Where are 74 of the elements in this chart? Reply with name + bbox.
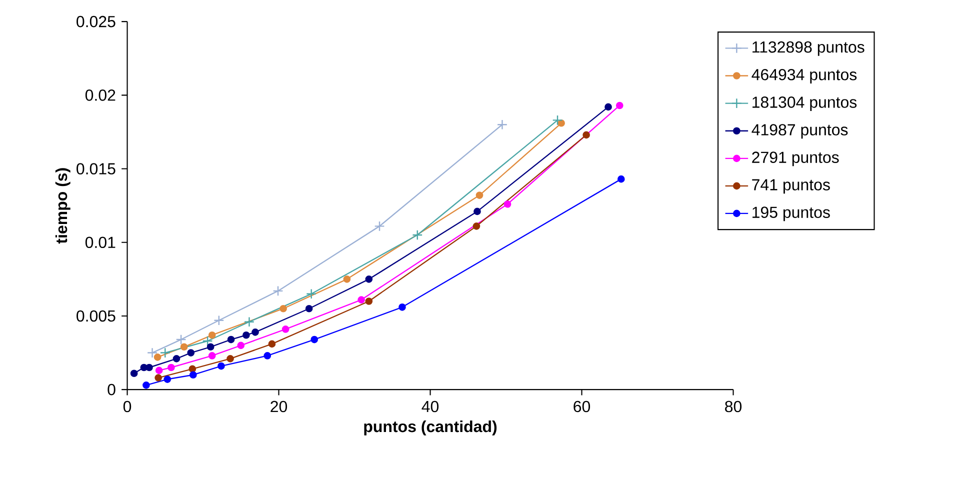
x-axis-title: puntos (cantidad): [364, 420, 497, 436]
point: [558, 119, 565, 127]
point: [226, 354, 234, 362]
point: [154, 374, 162, 382]
point: [412, 230, 423, 240]
point: [398, 303, 406, 311]
point: [208, 331, 216, 339]
point: [252, 328, 259, 336]
legend-label: 181304 puntos: [752, 96, 857, 112]
y-tick-label: 0.015: [76, 163, 116, 174]
point: [155, 366, 163, 374]
point: [305, 304, 313, 312]
point: [616, 102, 624, 110]
point: [310, 336, 318, 344]
point: [237, 342, 245, 350]
y-tick-label: 0.02: [85, 90, 116, 101]
legend-label: 1132898 puntos: [752, 41, 864, 56]
point: [282, 326, 290, 333]
point: [264, 352, 272, 360]
point: [214, 315, 224, 326]
point: [504, 200, 512, 208]
point: [218, 362, 225, 370]
point: [130, 370, 138, 378]
point: [142, 381, 150, 389]
point: [187, 349, 195, 356]
point: [272, 286, 284, 296]
point: [208, 352, 216, 360]
point: [188, 365, 196, 373]
point: [476, 192, 484, 199]
point: [206, 343, 214, 351]
y-tick-label: 0.01: [85, 236, 116, 248]
x-tick-label: 0: [123, 400, 132, 412]
x-tick-label: 20: [270, 400, 288, 412]
point: [164, 376, 172, 383]
point: [227, 336, 235, 344]
point: [242, 331, 250, 339]
x-tick-label: 40: [422, 400, 439, 412]
y-tick-label: 0.005: [76, 310, 116, 322]
point: [552, 114, 563, 126]
point: [244, 316, 254, 328]
point: [146, 348, 158, 358]
point: [280, 304, 287, 312]
point: [582, 131, 590, 139]
point: [474, 208, 481, 216]
point: [374, 220, 385, 232]
point: [189, 371, 197, 379]
point: [358, 296, 365, 304]
x-tick-label: 60: [574, 400, 590, 412]
point: [365, 298, 373, 305]
point: [168, 364, 175, 372]
y-tick-label: 0.025: [76, 16, 116, 28]
point: [176, 334, 186, 345]
y-axis-title: tiempo (s): [55, 168, 70, 244]
point: [617, 175, 625, 183]
point: [172, 354, 180, 362]
legend-label: 741 puntos: [752, 179, 830, 194]
point: [604, 103, 612, 111]
point: [306, 288, 317, 300]
legend-label: 2791 puntos: [752, 152, 839, 166]
point: [496, 119, 508, 130]
point: [268, 340, 276, 348]
point: [202, 336, 213, 346]
x-tick-label: 80: [725, 400, 742, 412]
legend-label: 195 puntos: [752, 206, 830, 222]
point: [343, 276, 351, 283]
point: [472, 222, 480, 230]
point: [160, 348, 170, 358]
point: [180, 343, 188, 351]
point: [146, 364, 153, 372]
point: [154, 354, 162, 361]
y-tick-label: 0: [108, 384, 116, 396]
legend-label: 41987 puntos: [752, 124, 848, 139]
point: [365, 276, 373, 283]
legend-label: 464934 puntos: [752, 68, 857, 84]
